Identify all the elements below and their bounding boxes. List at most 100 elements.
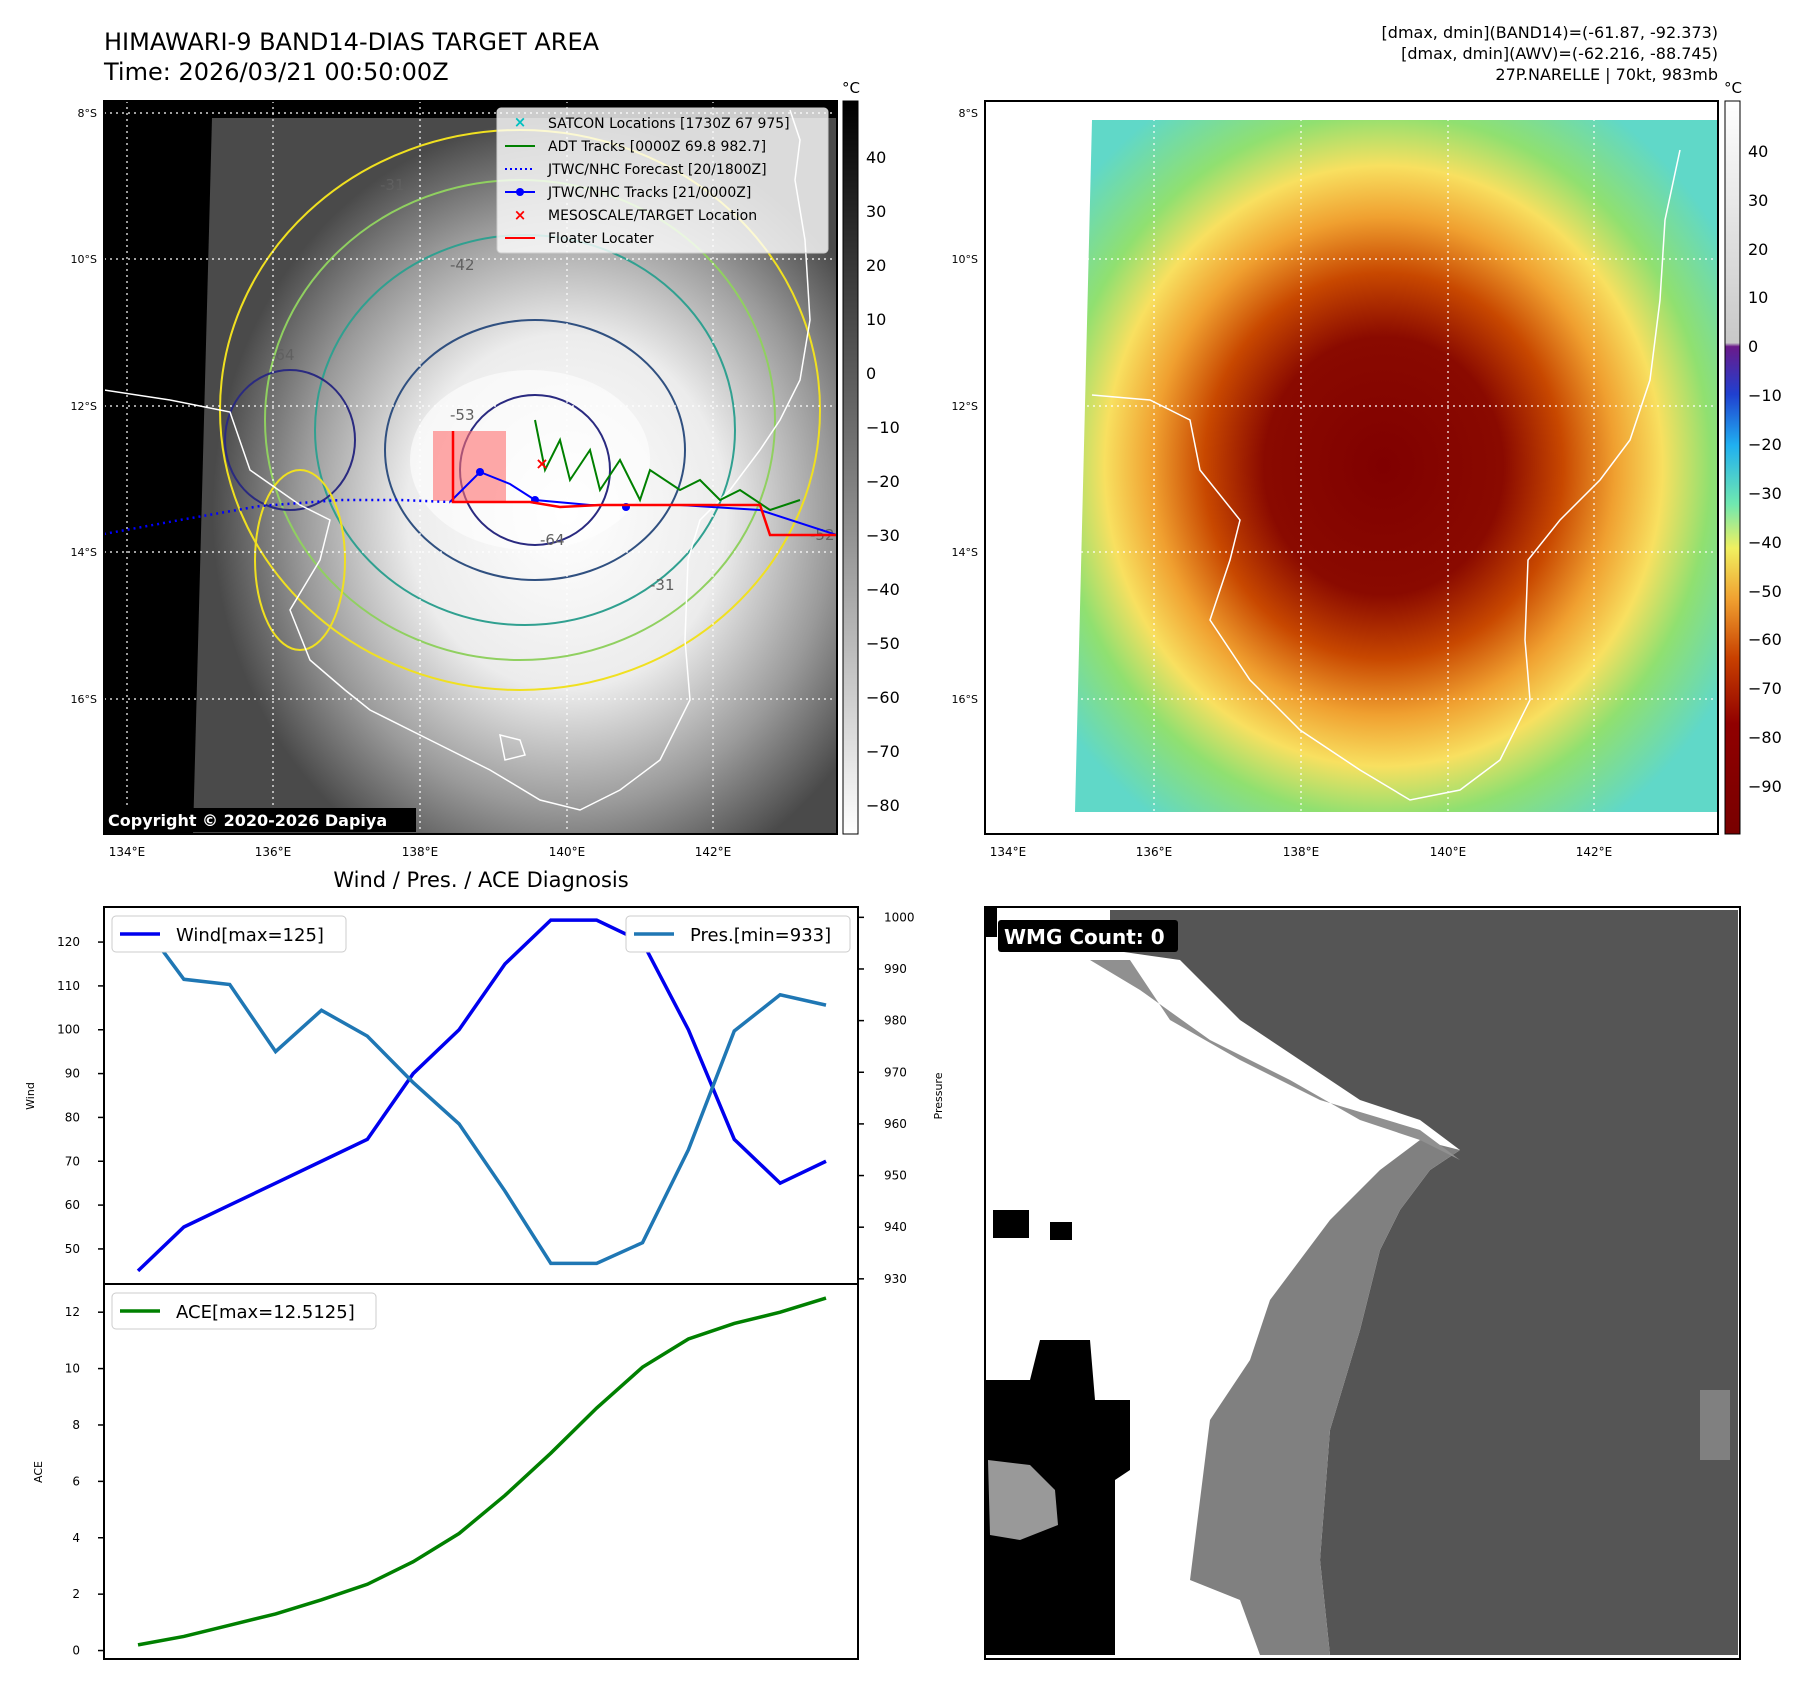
lon-label: 140°E <box>549 845 586 859</box>
lat-label: 10°S <box>952 253 978 266</box>
legend-marker-mesoscale: × <box>514 206 527 224</box>
cb-tick: 30 <box>1748 191 1768 210</box>
wind-tick-label: 120 <box>57 935 80 949</box>
wind-pressure-frame <box>103 906 859 1285</box>
cb-tick: −70 <box>1748 679 1782 698</box>
wmg-frame <box>984 906 1741 1660</box>
wind-axis-ticks: 50 60 70 80 90 100 110 120 <box>57 935 104 1256</box>
cb-tick: −80 <box>1748 728 1782 747</box>
wind-pressure-chart: 50 60 70 80 90 100 110 120 930 940 950 960 970 980 99… <box>24 906 945 1286</box>
lat-label: 12°S <box>952 400 978 413</box>
wind-legend-label: Wind[max=125] <box>176 925 324 946</box>
pressure-tick-label: 980 <box>884 1014 907 1028</box>
lat-label: 12°S <box>71 400 97 413</box>
wind-tick-label: 90 <box>65 1067 80 1081</box>
legend-label-mesoscale: MESOSCALE/TARGET Location <box>548 208 757 224</box>
lat-label: 8°S <box>78 107 97 120</box>
wmg-gray-patch <box>988 1460 1058 1540</box>
wind-tick-label: 100 <box>57 1023 80 1037</box>
pressure-tick-label: 990 <box>884 962 907 976</box>
cb-tick: 40 <box>1748 142 1768 161</box>
cb-tick: −50 <box>866 634 900 653</box>
contour-label-5: -53 <box>450 406 475 424</box>
jtwc-track-point <box>476 468 484 476</box>
wmg-gray-right-patch <box>1700 1390 1730 1460</box>
jtwc-track <box>449 470 837 536</box>
cb-tick: −60 <box>866 688 900 707</box>
ace-tick-label: 4 <box>72 1531 80 1545</box>
contour-label-4: -64 <box>540 531 565 549</box>
lon-label: 136°E <box>255 845 292 859</box>
cb-tick: 20 <box>866 256 886 275</box>
contour-label-6: -31 <box>650 576 675 594</box>
cb-tick: −10 <box>1748 386 1782 405</box>
wind-tick-label: 110 <box>57 979 80 993</box>
ace-tick-label: 12 <box>65 1305 80 1319</box>
wmg-dark-region <box>1110 910 1738 1655</box>
pressure-tick-label: 940 <box>884 1220 907 1234</box>
contour-label-1: -31 <box>380 176 405 194</box>
lon-label: 142°E <box>695 845 732 859</box>
title-line2: Time: 2026/03/21 00:50:00Z <box>103 58 449 86</box>
legend-label-forecast: JTWC/NHC Forecast [20/1800Z] <box>547 162 767 178</box>
lat-label: 16°S <box>952 693 978 706</box>
copyright-box <box>104 808 416 832</box>
cb-tick: −90 <box>1748 777 1782 796</box>
ace-axis-label: ACE <box>32 1461 45 1483</box>
satellite-swath <box>1075 120 1718 812</box>
contour-label-2: -42 <box>450 256 475 274</box>
left-map-frame <box>103 100 838 835</box>
cb-tick: −20 <box>866 472 900 491</box>
title-line1: HIMAWARI-9 BAND14-DIAS TARGET AREA <box>104 28 600 56</box>
target-box <box>433 431 506 501</box>
cb-tick: −10 <box>866 418 900 437</box>
lon-label: 134°E <box>990 845 1027 859</box>
legend-label-adt: ADT Tracks [0000Z 69.8 982.7] <box>548 139 766 155</box>
copyright: Copyright © 2020-2026 Dapiya <box>108 811 387 830</box>
stats-line2: [dmax, dmin](AWV)=(-62.216, -88.745) <box>1401 44 1718 63</box>
pressure-legend: Pres.[min=933] <box>625 915 851 953</box>
pressure-legend-label: Pres.[min=933] <box>690 925 831 946</box>
wmg-count: WMG Count: 0 <box>1004 925 1165 949</box>
cb-tick: −40 <box>866 580 900 599</box>
legend-label-satcon: SATCON Locations [1730Z 67 975] <box>548 116 790 132</box>
lon-label: 138°E <box>402 845 439 859</box>
ace-chart: 0 2 4 6 8 10 12 ACE ACE[max=12.5125] <box>32 1283 859 1660</box>
wmg-black-blob <box>1050 1222 1072 1240</box>
cb-tick: 0 <box>1748 337 1758 356</box>
ace-axis-ticks: 0 2 4 6 8 10 12 <box>65 1305 104 1658</box>
right-lat-labels: 8°S 10°S 12°S 14°S 16°S <box>952 107 978 706</box>
island-coast <box>499 733 526 761</box>
wind-axis-label: Wind <box>24 1082 37 1110</box>
adt-track <box>534 419 801 512</box>
ace-tick-label: 8 <box>72 1418 80 1432</box>
pressure-axis-label: Pressure <box>932 1072 945 1119</box>
lon-label: 142°E <box>1576 845 1613 859</box>
lat-label: 14°S <box>71 546 97 559</box>
ace-legend: ACE[max=12.5125] <box>111 1292 377 1330</box>
legend-marker-jtwc-dot <box>516 188 524 196</box>
cb-tick: −80 <box>866 796 900 815</box>
left-colorbar-ticks: 40 30 20 10 0 −10 −20 −30 −40 −50 −60 −7… <box>866 148 900 815</box>
lon-label: 134°E <box>109 845 146 859</box>
cb-tick: −40 <box>1748 533 1782 552</box>
lat-label: 8°S <box>959 107 978 120</box>
cb-tick: 30 <box>866 202 886 221</box>
cb-tick: 40 <box>866 148 886 167</box>
right-colorbar-unit: °C <box>1724 79 1742 97</box>
wmg-panel: WMG Count: 0 <box>984 906 1741 1660</box>
jtwc-forecast-track <box>104 498 451 536</box>
diagnosis-title: Wind / Pres. / ACE Diagnosis <box>333 868 628 892</box>
ace-legend-label: ACE[max=12.5125] <box>176 1302 355 1323</box>
pressure-tick-label: 1000 <box>884 910 915 924</box>
right-map-frame <box>984 100 1719 835</box>
lon-label: 138°E <box>1283 845 1320 859</box>
right-colorbar <box>1724 100 1741 835</box>
cb-tick: −30 <box>1748 484 1782 503</box>
wind-tick-label: 70 <box>65 1154 80 1168</box>
wind-tick-label: 50 <box>65 1242 80 1256</box>
cb-tick: 10 <box>1748 288 1768 307</box>
pressure-tick-label: 960 <box>884 1117 907 1131</box>
cb-tick: −50 <box>1748 582 1782 601</box>
